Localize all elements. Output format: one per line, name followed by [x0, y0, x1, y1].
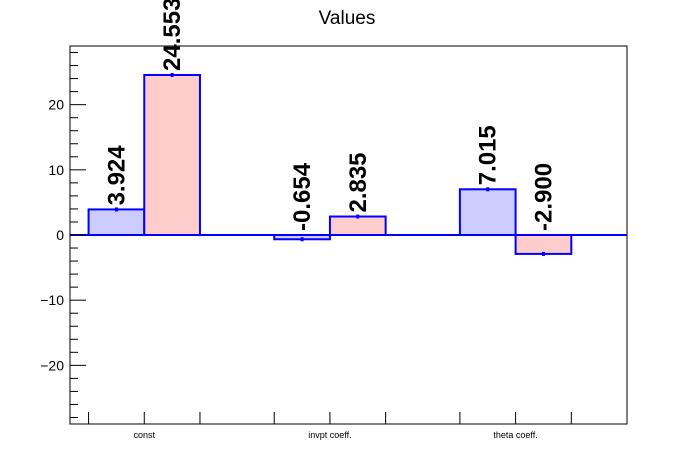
data-label: -0.654 [289, 162, 316, 231]
y-tick-label: 20 [48, 97, 64, 113]
data-label: 2.835 [345, 152, 372, 212]
chart-title: Values [319, 8, 376, 29]
data-label: 3.924 [103, 145, 130, 206]
bar [328, 215, 387, 236]
data-label: 7.015 [475, 125, 502, 185]
bar [87, 208, 146, 236]
data-label: -2.900 [530, 163, 557, 231]
data-labels-layer: 3.924 -0.654 7.015 24.553 2.835 -2.900 [103, 0, 557, 231]
y-tick-label: −20 [40, 357, 64, 373]
category-label: theta coeff. [493, 430, 537, 440]
axes-layer: −20 −10 0 10 20 const invpt coeff. theta coeff. [40, 45, 628, 440]
bar [143, 73, 201, 236]
category-label: const [134, 430, 156, 440]
bars-layer [87, 72, 573, 256]
bar [514, 234, 573, 255]
data-label: 24.553 [159, 0, 186, 71]
y-tick-label: −10 [40, 292, 64, 308]
y-tick-label: 0 [56, 227, 64, 243]
bar [458, 188, 517, 237]
category-label: invpt coeff. [308, 430, 351, 440]
y-tick-label: 10 [48, 162, 64, 178]
